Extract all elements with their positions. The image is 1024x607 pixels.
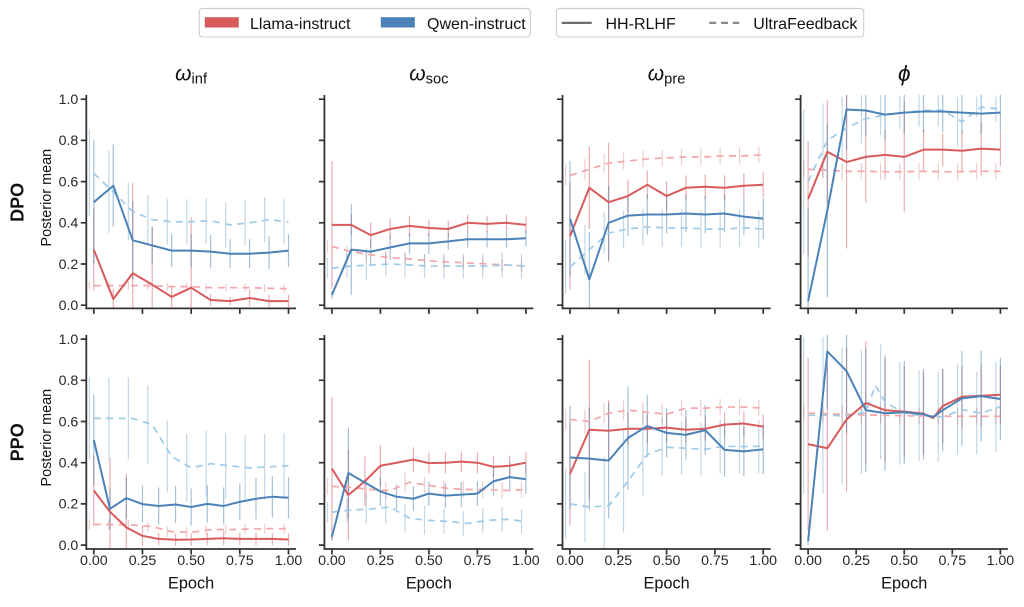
svg-text:0.25: 0.25 — [129, 553, 157, 569]
svg-text:0.0: 0.0 — [59, 538, 79, 554]
svg-text:0.75: 0.75 — [226, 553, 254, 569]
svg-text:0.75: 0.75 — [701, 553, 729, 569]
svg-text:PPO: PPO — [7, 423, 27, 461]
svg-text:0.25: 0.25 — [604, 553, 632, 569]
svg-text:HH-RLHF: HH-RLHF — [606, 16, 676, 33]
svg-text:0.50: 0.50 — [177, 553, 205, 569]
svg-text:0.4: 0.4 — [59, 456, 79, 472]
svg-text:0.75: 0.75 — [938, 553, 966, 569]
svg-text:0.25: 0.25 — [367, 553, 395, 569]
svg-text:0.25: 0.25 — [842, 553, 870, 569]
svg-text:0.4: 0.4 — [59, 216, 79, 232]
svg-text:0.6: 0.6 — [59, 174, 79, 190]
svg-text:ϕ: ϕ — [898, 61, 911, 86]
svg-text:0.6: 0.6 — [59, 414, 79, 430]
svg-text:0.00: 0.00 — [556, 553, 584, 569]
svg-text:0.00: 0.00 — [794, 553, 822, 569]
svg-text:0.0: 0.0 — [59, 298, 79, 314]
svg-text:Epoch: Epoch — [881, 575, 927, 593]
svg-text:ωpre: ωpre — [648, 63, 686, 88]
svg-text:1.0: 1.0 — [59, 332, 79, 348]
svg-text:0.2: 0.2 — [59, 257, 79, 273]
svg-text:Qwen-instruct: Qwen-instruct — [427, 16, 526, 33]
svg-text:0.00: 0.00 — [318, 553, 346, 569]
svg-text:0.50: 0.50 — [653, 553, 681, 569]
svg-text:0.50: 0.50 — [890, 553, 918, 569]
svg-text:0.50: 0.50 — [415, 553, 443, 569]
svg-text:Epoch: Epoch — [406, 575, 452, 593]
svg-text:0.75: 0.75 — [464, 553, 492, 569]
svg-text:0.2: 0.2 — [59, 497, 79, 513]
svg-text:1.0: 1.0 — [59, 92, 79, 108]
svg-text:1.00: 1.00 — [749, 553, 777, 569]
svg-text:Llama-instruct: Llama-instruct — [250, 16, 351, 33]
svg-text:Epoch: Epoch — [644, 575, 690, 593]
svg-text:1.00: 1.00 — [987, 553, 1015, 569]
svg-text:UltraFeedback: UltraFeedback — [753, 16, 858, 33]
svg-text:1.00: 1.00 — [512, 553, 540, 569]
svg-text:Posterior mean: Posterior mean — [39, 149, 55, 247]
svg-text:Epoch: Epoch — [168, 575, 214, 593]
svg-text:DPO: DPO — [7, 183, 27, 222]
svg-text:Posterior mean: Posterior mean — [39, 389, 55, 487]
svg-text:0.8: 0.8 — [59, 133, 79, 149]
svg-text:0.00: 0.00 — [80, 553, 108, 569]
svg-text:1.00: 1.00 — [275, 553, 303, 569]
svg-text:0.8: 0.8 — [59, 373, 79, 389]
